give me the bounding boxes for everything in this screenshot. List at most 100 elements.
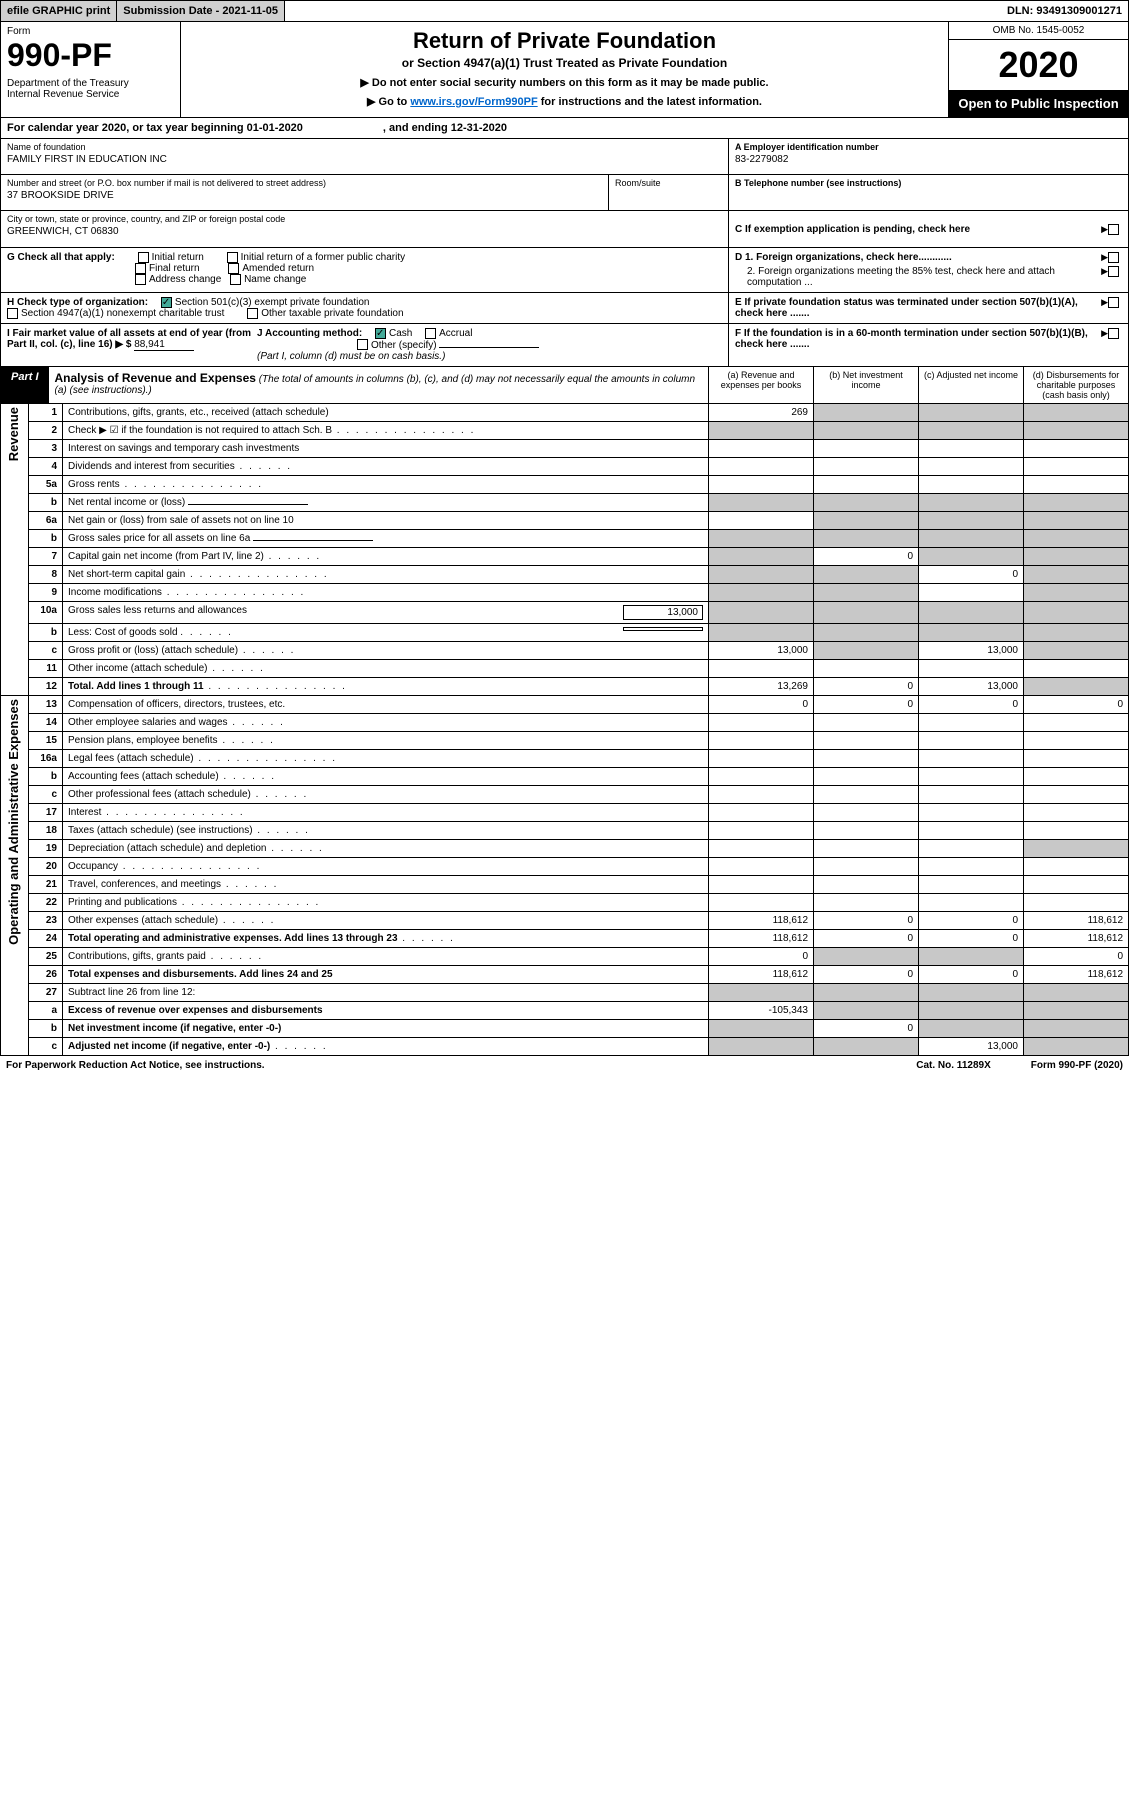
line-number: 21 — [29, 875, 63, 893]
amount-cell — [919, 421, 1024, 439]
amount-cell — [919, 493, 1024, 511]
table-row: 10aGross sales less returns and allowanc… — [1, 601, 1129, 623]
f-checkbox[interactable] — [1108, 328, 1119, 339]
amount-cell — [919, 404, 1024, 422]
c-pending-checkbox[interactable] — [1108, 224, 1119, 235]
line-number: 27 — [29, 983, 63, 1001]
line-number: 8 — [29, 565, 63, 583]
line-number: 14 — [29, 713, 63, 731]
h-other-checkbox[interactable] — [247, 308, 258, 319]
line-description: Dividends and interest from securities — [63, 457, 709, 475]
omb-number: OMB No. 1545-0052 — [949, 22, 1128, 40]
g-name-checkbox[interactable] — [230, 274, 241, 285]
amount-cell: 0 — [814, 695, 919, 713]
amount-cell: 13,269 — [709, 677, 814, 695]
g-amended-checkbox[interactable] — [228, 263, 239, 274]
line-number: 19 — [29, 839, 63, 857]
amount-cell — [919, 475, 1024, 493]
amount-cell — [814, 731, 919, 749]
arrow-icon — [1101, 266, 1108, 288]
room-label: Room/suite — [615, 178, 728, 188]
j-cash-checkbox[interactable] — [375, 328, 386, 339]
amount-cell — [919, 1001, 1024, 1019]
line-number: b — [29, 1019, 63, 1037]
amount-cell — [1024, 875, 1129, 893]
line-description: Subtract line 26 from line 12: — [63, 983, 709, 1001]
cat-no: Cat. No. 11289X — [916, 1060, 990, 1071]
amount-cell: 118,612 — [1024, 929, 1129, 947]
line-description: Gross rents — [63, 475, 709, 493]
irs-link[interactable]: www.irs.gov/Form990PF — [410, 96, 537, 108]
line-number: b — [29, 623, 63, 641]
line-description: Total. Add lines 1 through 11 — [63, 677, 709, 695]
line-description: Travel, conferences, and meetings — [63, 875, 709, 893]
line-number: c — [29, 785, 63, 803]
amount-cell — [709, 475, 814, 493]
department: Department of the Treasury Internal Reve… — [7, 78, 174, 100]
amount-cell — [919, 457, 1024, 475]
c-pending-label: C If exemption application is pending, c… — [735, 224, 1101, 235]
d1-checkbox[interactable] — [1108, 252, 1119, 263]
table-row: 19Depreciation (attach schedule) and dep… — [1, 839, 1129, 857]
name-label: Name of foundation — [7, 142, 722, 152]
line-description: Other expenses (attach schedule) — [63, 911, 709, 929]
h-4947-checkbox[interactable] — [7, 308, 18, 319]
g-address-checkbox[interactable] — [135, 274, 146, 285]
table-row: cOther professional fees (attach schedul… — [1, 785, 1129, 803]
amount-cell — [814, 493, 919, 511]
line-number: 3 — [29, 439, 63, 457]
efile-print-button[interactable]: efile GRAPHIC print — [1, 1, 117, 21]
amount-cell — [1024, 547, 1129, 565]
table-row: bAccounting fees (attach schedule) — [1, 767, 1129, 785]
col-c-header: (c) Adjusted net income — [918, 367, 1023, 403]
section-g-d: G Check all that apply: Initial return I… — [0, 248, 1129, 293]
line-description: Less: Cost of goods sold — [63, 623, 709, 641]
j-other-checkbox[interactable] — [357, 339, 368, 350]
table-row: bNet rental income or (loss) — [1, 493, 1129, 511]
amount-cell: 13,000 — [919, 677, 1024, 695]
e-checkbox[interactable] — [1108, 297, 1119, 308]
amount-cell: 0 — [919, 565, 1024, 583]
amount-cell — [709, 983, 814, 1001]
line-description: Accounting fees (attach schedule) — [63, 767, 709, 785]
amount-cell — [919, 875, 1024, 893]
amount-cell — [919, 1019, 1024, 1037]
form-header: Form 990-PF Department of the Treasury I… — [0, 22, 1129, 118]
table-row: 18Taxes (attach schedule) (see instructi… — [1, 821, 1129, 839]
amount-cell — [814, 1001, 919, 1019]
amount-cell — [919, 893, 1024, 911]
amount-cell — [919, 511, 1024, 529]
g-initial-checkbox[interactable] — [138, 252, 149, 263]
line-description: Adjusted net income (if negative, enter … — [63, 1037, 709, 1055]
line-description: Net short-term capital gain — [63, 565, 709, 583]
amount-cell: 0 — [814, 547, 919, 565]
amount-cell — [919, 439, 1024, 457]
col-b-header: (b) Net investment income — [813, 367, 918, 403]
line-description: Total operating and administrative expen… — [63, 929, 709, 947]
e-label: E If private foundation status was termi… — [735, 297, 1078, 319]
amount-cell — [1024, 583, 1129, 601]
table-row: 2Check ▶ ☑ if the foundation is not requ… — [1, 421, 1129, 439]
amount-cell — [709, 601, 814, 623]
amount-cell — [814, 785, 919, 803]
d2-checkbox[interactable] — [1108, 266, 1119, 277]
line-number: 18 — [29, 821, 63, 839]
g-final-checkbox[interactable] — [135, 263, 146, 274]
j-accrual-checkbox[interactable] — [425, 328, 436, 339]
amount-cell — [709, 623, 814, 641]
amount-cell — [814, 1037, 919, 1055]
form-note-2: ▶ Go to www.irs.gov/Form990PF for instru… — [187, 95, 942, 108]
amount-cell — [1024, 511, 1129, 529]
amount-cell: 118,612 — [709, 911, 814, 929]
table-row: 9Income modifications — [1, 583, 1129, 601]
amount-cell — [814, 457, 919, 475]
revenue-side-label: Revenue — [6, 407, 21, 461]
addr-label: Number and street (or P.O. box number if… — [7, 178, 608, 188]
g-initial-former-checkbox[interactable] — [227, 252, 238, 263]
table-row: 16aLegal fees (attach schedule) — [1, 749, 1129, 767]
h-501c3-checkbox[interactable] — [161, 297, 172, 308]
line-description: Contributions, gifts, grants paid — [63, 947, 709, 965]
line-description: Occupancy — [63, 857, 709, 875]
amount-cell: 118,612 — [1024, 911, 1129, 929]
d1-label: D 1. Foreign organizations, check here..… — [735, 252, 952, 263]
